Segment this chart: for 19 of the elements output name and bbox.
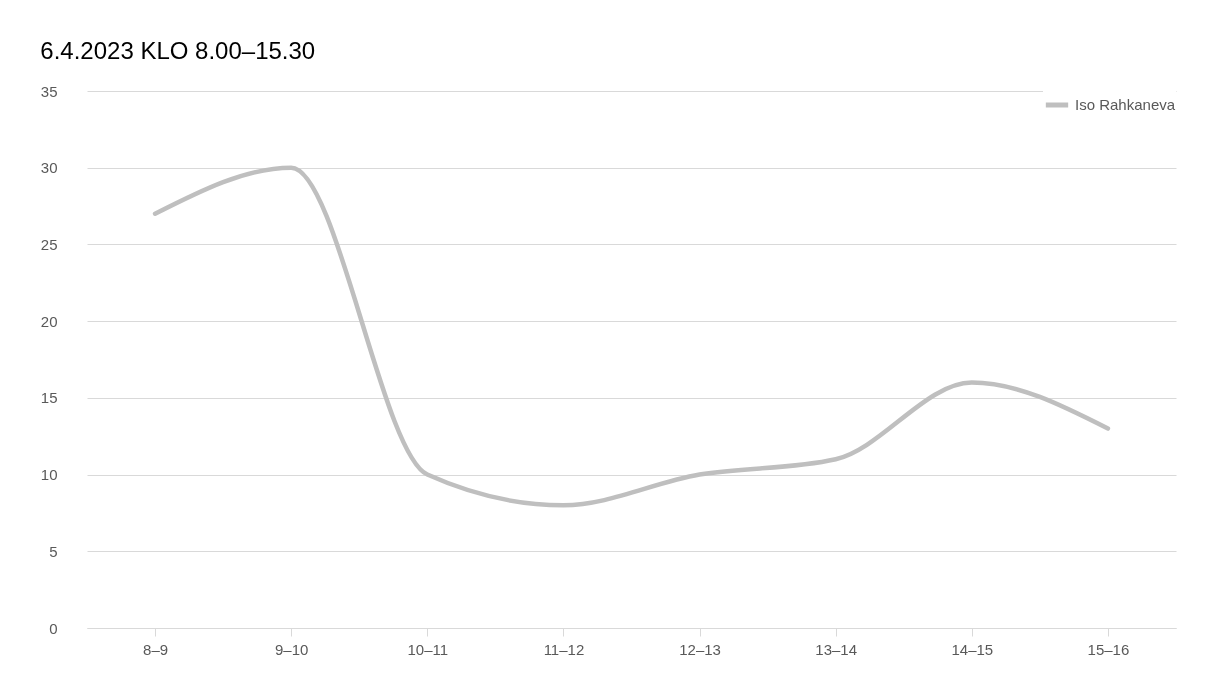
line-series — [152, 165, 1111, 508]
legend-label: Iso Rahkaneva — [1075, 96, 1176, 113]
y-tick-label: 25 — [40, 235, 58, 253]
y-tick-label: 0 — [49, 619, 58, 637]
chart-title: 6.4.2023 KLO 8.00–15.30 — [40, 37, 316, 64]
y-tick-label: 5 — [49, 542, 58, 560]
x-tick-label: 11–12 — [543, 640, 585, 658]
x-tick-label: 12–13 — [679, 640, 721, 658]
x-tick-label: 8–9 — [143, 640, 169, 658]
y-tick-label: 15 — [40, 389, 58, 407]
x-tick-label: 13–14 — [815, 640, 858, 658]
y-tick-label: 10 — [40, 466, 58, 484]
y-tick-label: 30 — [40, 159, 58, 177]
x-tick-label: 10–11 — [407, 640, 449, 658]
y-tick-label: 35 — [40, 82, 58, 100]
x-tick-label: 14–15 — [951, 640, 994, 658]
y-tick-label: 20 — [40, 312, 58, 330]
x-tick-label: 15–16 — [1087, 640, 1130, 658]
x-tick-label: 9–10 — [275, 640, 309, 658]
